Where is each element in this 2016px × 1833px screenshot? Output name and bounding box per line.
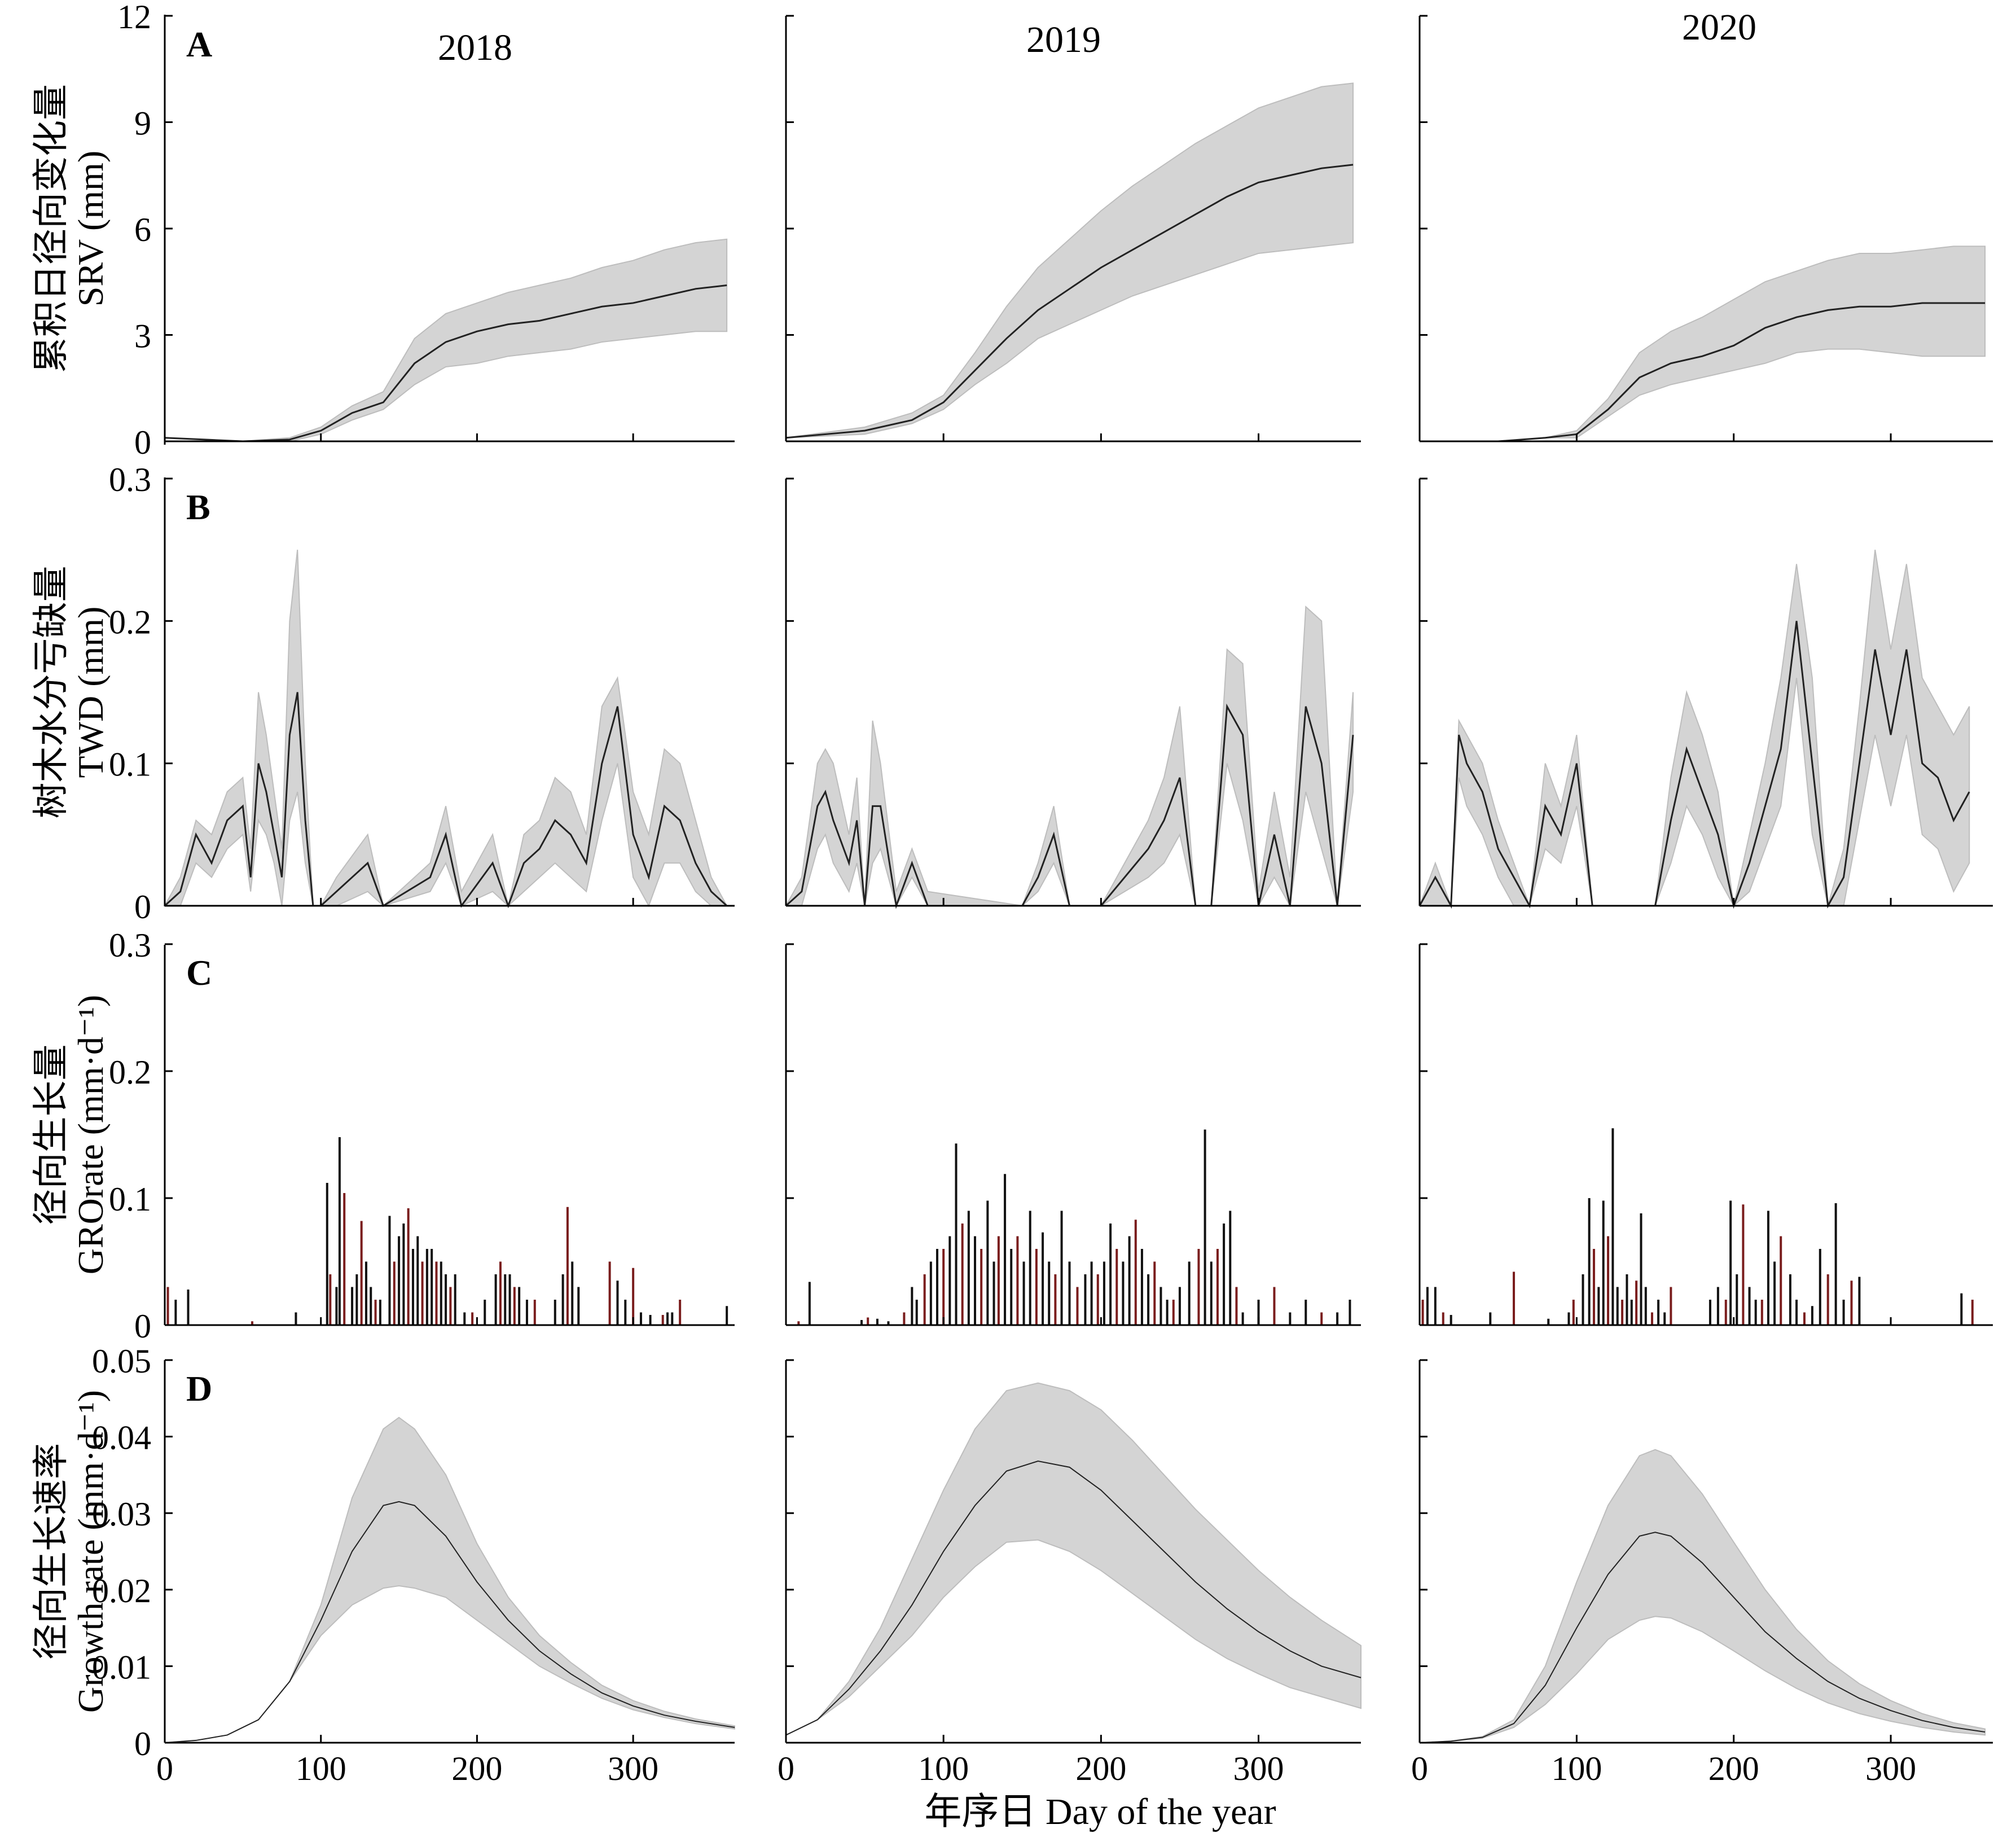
y-tick-label: 0.04 xyxy=(92,1419,151,1457)
y-tick-label: 0 xyxy=(134,1308,151,1345)
x-tick-label: 200 xyxy=(1075,1750,1126,1787)
y-axis-label-en-B: TWD (mm) xyxy=(71,607,111,778)
y-tick-label: 0.1 xyxy=(109,746,151,783)
x-tick-label: 300 xyxy=(1233,1750,1284,1787)
y-tick-label: 0.2 xyxy=(109,603,151,641)
y-tick-label: 0.03 xyxy=(92,1496,151,1533)
panel-A-2019 xyxy=(785,15,1361,442)
x-tick-label: 100 xyxy=(918,1750,969,1787)
x-tick-label: 300 xyxy=(1865,1750,1916,1787)
y-tick-label: 12 xyxy=(117,0,151,36)
panel-letter-B: B xyxy=(186,487,210,527)
panel-D-2018: 0 0.01 0.02 0.03 0.04 0.05 0 100 200 300 xyxy=(92,1343,735,1787)
y-tick-label: 0 xyxy=(134,1725,151,1762)
confidence-band-D-2018 xyxy=(164,1417,735,1743)
x-axis-label: 年序日 Day of the year xyxy=(924,1791,1276,1832)
panel-B-2020 xyxy=(1418,477,1993,909)
mean-line-D-2020 xyxy=(1419,1532,1986,1743)
x-tick-label: 200 xyxy=(451,1750,502,1787)
y-tick-label: 0.05 xyxy=(92,1343,151,1380)
mean-line-B-2019 xyxy=(785,703,1354,909)
confidence-band-B-2018 xyxy=(164,550,728,907)
x-tick-label: 200 xyxy=(1708,1750,1759,1787)
y-tick-label: 0 xyxy=(134,888,151,926)
y-tick-label: 9 xyxy=(134,105,151,142)
mean-line-A-2018 xyxy=(164,284,727,442)
panel-C-2018: 0 0.1 0.2 0.3 xyxy=(109,927,735,1345)
x-tick-label: 100 xyxy=(1551,1750,1602,1787)
y-tick-label: 0.3 xyxy=(109,461,151,498)
y-tick-label: 0.01 xyxy=(92,1648,151,1686)
year-label-2018: 2018 xyxy=(438,27,512,68)
year-label-2020: 2020 xyxy=(1682,7,1756,48)
confidence-band-B-2020 xyxy=(1418,550,1970,907)
mean-line-A-2020 xyxy=(1420,302,1986,442)
plot-area: 0 3 6 9 12 A 累积日径向变化量 SRV (mm) 0 0.1 0.2 0.3 B 树木水分亏缺… xyxy=(31,0,1993,1787)
x-tick-label: 300 xyxy=(608,1750,658,1787)
panel-C-2020 xyxy=(1418,943,1993,1326)
panel-C-2019 xyxy=(785,943,1361,1326)
panel-letter-C: C xyxy=(186,953,212,993)
y-axis-label-cn-C: 径向生长量 xyxy=(31,1045,71,1225)
panel-B-2018: 0 0.1 0.2 0.3 xyxy=(109,461,735,926)
year-label-2019: 2019 xyxy=(1026,19,1101,60)
y-axis-label-en-C: GROrate (mm·d⁻¹) xyxy=(71,995,111,1275)
panel-D-2020: 0 100 200 300 xyxy=(1411,1359,1993,1787)
y-axis-label-cn-A: 累积日径向变化量 xyxy=(31,84,71,373)
panel-D-2019: 0 100 200 300 xyxy=(778,1359,1361,1787)
y-tick-label: 0.3 xyxy=(109,927,151,964)
confidence-band-A-2018 xyxy=(164,238,728,442)
mean-line-A-2019 xyxy=(785,164,1354,439)
panel-letter-D: D xyxy=(186,1369,212,1409)
mean-line-D-2019 xyxy=(785,1460,1361,1736)
mean-line-D-2018 xyxy=(164,1501,735,1743)
x-tick-label: 100 xyxy=(296,1750,346,1787)
confidence-band-A-2020 xyxy=(1420,245,1986,442)
panel-letter-A: A xyxy=(186,24,212,64)
y-tick-label: 0.02 xyxy=(92,1572,151,1610)
confidence-band-A-2019 xyxy=(785,82,1354,438)
mean-line-B-2018 xyxy=(164,692,728,909)
panel-B-2019 xyxy=(785,477,1361,909)
y-axis-label-en-A: SRV (mm) xyxy=(71,151,111,306)
confidence-band-D-2020 xyxy=(1419,1449,1986,1743)
panel-A-2018: 0 3 6 9 12 xyxy=(117,0,735,461)
y-tick-label: 6 xyxy=(134,211,151,248)
x-tick-label: 0 xyxy=(778,1750,794,1787)
y-axis-label-cn-D: 径向生长速率 xyxy=(31,1443,71,1660)
annotations: 2018 2019 2020 年序日 Day of the year xyxy=(438,7,1756,1832)
y-axis-label-en-D: Growth rate (mm·d⁻¹) xyxy=(71,1390,111,1713)
y-tick-label: 3 xyxy=(134,318,151,355)
confidence-band-D-2019 xyxy=(785,1382,1361,1736)
y-tick-label: 0.2 xyxy=(109,1054,151,1091)
mean-line-B-2020 xyxy=(1418,621,1970,909)
y-axis-label-cn-B: 树木水分亏缺量 xyxy=(31,566,71,819)
x-tick-label: 0 xyxy=(1411,1750,1428,1787)
panel-A-2020 xyxy=(1418,15,1993,442)
y-tick-label: 0.1 xyxy=(109,1181,151,1218)
y-tick-label: 0 xyxy=(134,424,151,461)
x-tick-label: 0 xyxy=(156,1750,173,1787)
